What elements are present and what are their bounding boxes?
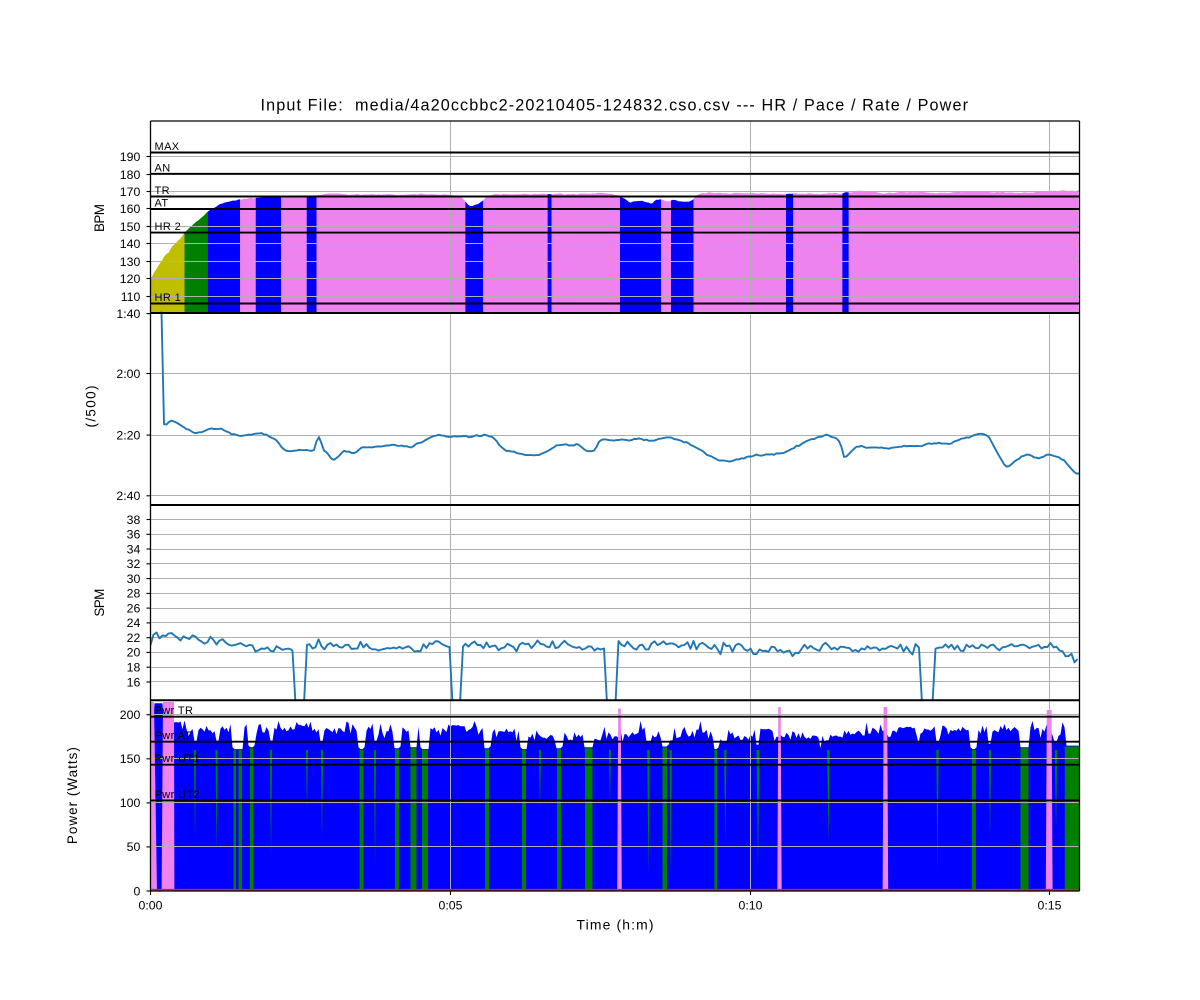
- svg-text:2:40: 2:40: [116, 489, 140, 503]
- svg-text:HR 1: HR 1: [155, 292, 182, 304]
- svg-text:Pwr UT1: Pwr UT1: [155, 753, 201, 765]
- svg-text:SPM: SPM: [92, 589, 107, 617]
- svg-text:130: 130: [120, 255, 141, 269]
- svg-text:TR: TR: [155, 185, 170, 197]
- svg-text:24: 24: [127, 616, 141, 630]
- svg-text:MAX: MAX: [155, 141, 180, 153]
- svg-text:36: 36: [127, 528, 141, 542]
- svg-text:140: 140: [120, 237, 141, 251]
- svg-text:50: 50: [127, 840, 141, 854]
- svg-text:100: 100: [120, 796, 141, 810]
- svg-text:26: 26: [127, 601, 141, 615]
- svg-text:0:00: 0:00: [139, 899, 163, 913]
- svg-text:20: 20: [127, 646, 141, 660]
- svg-text:150: 150: [120, 752, 141, 766]
- svg-text:Power (Watts): Power (Watts): [65, 747, 80, 844]
- svg-text:1:40: 1:40: [116, 307, 140, 321]
- svg-text:(/500): (/500): [84, 386, 99, 428]
- svg-text:Time (h:m): Time (h:m): [577, 917, 654, 933]
- svg-text:190: 190: [120, 150, 141, 164]
- svg-text:2:00: 2:00: [116, 367, 140, 381]
- svg-text:120: 120: [120, 272, 141, 286]
- svg-text:32: 32: [127, 557, 141, 571]
- svg-text:AT: AT: [155, 198, 169, 210]
- svg-text:200: 200: [120, 708, 141, 722]
- svg-text:38: 38: [127, 513, 141, 527]
- svg-text:150: 150: [120, 220, 141, 234]
- svg-text:Pwr AT: Pwr AT: [155, 730, 192, 742]
- svg-text:Pwr UT2: Pwr UT2: [155, 789, 201, 801]
- svg-text:110: 110: [121, 290, 141, 304]
- svg-text:18: 18: [127, 661, 141, 675]
- svg-text:30: 30: [127, 572, 141, 586]
- svg-text:0: 0: [133, 884, 140, 898]
- svg-text:HR 2: HR 2: [155, 221, 182, 233]
- svg-text:0:05: 0:05: [439, 899, 463, 913]
- svg-text:Pwr TR: Pwr TR: [155, 705, 194, 717]
- svg-text:34: 34: [127, 542, 141, 556]
- svg-text:Input File: media/4a20ccbbc2-: Input File: media/4a20ccbbc2-20210405-12…: [261, 97, 969, 115]
- svg-text:0:10: 0:10: [739, 899, 763, 913]
- svg-text:28: 28: [127, 587, 141, 601]
- svg-text:170: 170: [120, 185, 141, 199]
- svg-text:180: 180: [120, 168, 141, 182]
- svg-text:2:20: 2:20: [116, 428, 140, 442]
- svg-text:0:15: 0:15: [1038, 899, 1062, 913]
- svg-text:16: 16: [127, 675, 141, 689]
- svg-text:AN: AN: [155, 162, 171, 174]
- svg-text:BPM: BPM: [92, 204, 107, 232]
- svg-text:160: 160: [120, 202, 141, 216]
- svg-text:22: 22: [127, 631, 141, 645]
